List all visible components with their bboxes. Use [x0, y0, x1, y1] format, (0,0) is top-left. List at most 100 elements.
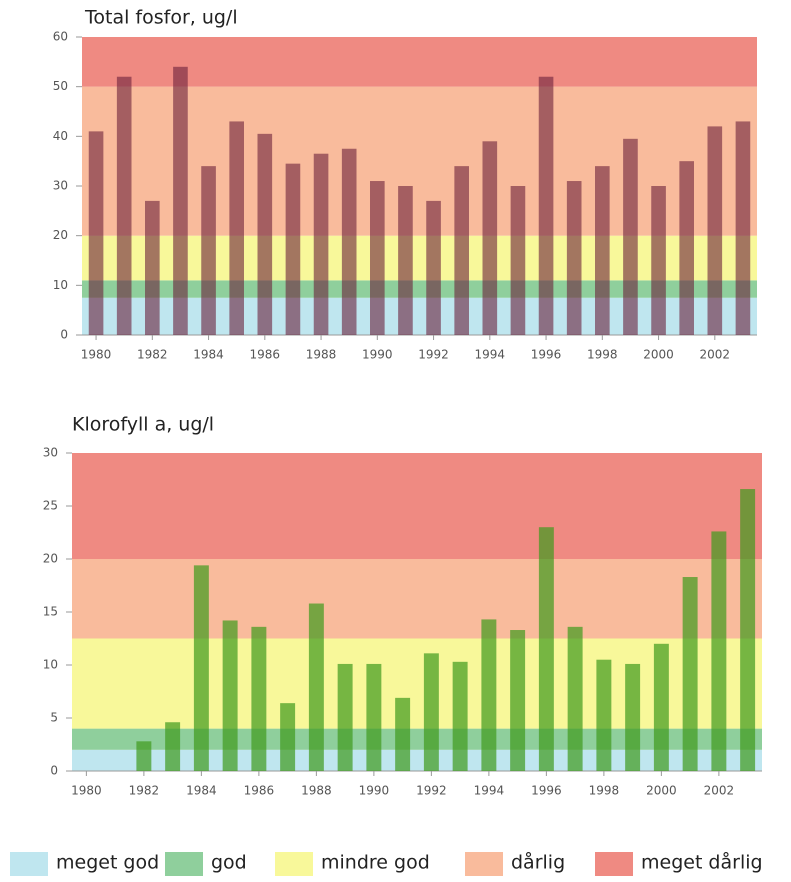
x-tick-label: 1990 [362, 348, 393, 362]
bar [707, 126, 723, 336]
bar [251, 626, 267, 771]
y-tick-label: 5 [50, 711, 58, 725]
bar [423, 653, 439, 771]
x-tick-label: 1998 [587, 348, 618, 362]
x-tick-label: 1996 [531, 784, 562, 798]
quality-band [72, 749, 762, 771]
legend-swatch [275, 852, 313, 876]
bar [398, 186, 413, 335]
x-tick-label: 1982 [137, 348, 168, 362]
legend-label: mindre god [321, 852, 430, 874]
x-tick-label: 2002 [704, 784, 735, 798]
bar [395, 697, 411, 771]
x-tick-label: 1988 [306, 348, 337, 362]
legend-swatch [465, 852, 503, 876]
y-tick-label: 40 [53, 129, 68, 143]
bar [201, 166, 216, 335]
bar [595, 166, 610, 335]
legend-label: meget god [56, 852, 159, 874]
x-tick-label: 1986 [250, 348, 281, 362]
x-tick-label: 1982 [129, 784, 160, 798]
x-tick-label: 1992 [418, 348, 449, 362]
x-tick-label: 1994 [474, 784, 505, 798]
x-tick-label: 1996 [531, 348, 562, 362]
bar [366, 663, 382, 771]
bar [538, 76, 554, 335]
bar [136, 741, 152, 771]
y-tick-label: 60 [53, 30, 68, 44]
bar [313, 153, 329, 335]
bar [88, 131, 104, 335]
x-tick-label: 1980 [81, 348, 112, 362]
bar [173, 66, 188, 336]
y-tick-label: 20 [53, 228, 68, 242]
y-tick-label: 15 [43, 605, 58, 619]
legend-label: meget dårlig [641, 851, 763, 874]
x-tick-label: 2000 [646, 784, 677, 798]
y-tick-label: 50 [53, 79, 68, 93]
bar [625, 663, 641, 771]
x-tick-label: 1986 [244, 784, 275, 798]
quality-band [82, 37, 757, 87]
y-tick-label: 10 [53, 278, 68, 292]
bar [165, 722, 181, 771]
quality-band [72, 453, 762, 559]
bar [566, 181, 582, 335]
y-tick-label: 25 [43, 499, 58, 513]
y-tick-label: 0 [50, 764, 58, 778]
bar [337, 663, 353, 771]
bar [222, 620, 238, 771]
x-tick-label: 1988 [301, 784, 332, 798]
y-tick-label: 30 [43, 446, 58, 460]
bar [308, 603, 324, 771]
x-tick-label: 1990 [359, 784, 390, 798]
bar [735, 121, 751, 335]
bar [623, 138, 638, 335]
bar [682, 577, 698, 771]
y-tick-label: 10 [43, 658, 58, 672]
x-tick-label: 1998 [589, 784, 620, 798]
quality-band [72, 728, 762, 750]
bar [653, 643, 669, 771]
bar [510, 186, 526, 335]
quality-band [82, 235, 757, 281]
bar [596, 659, 612, 771]
bar [229, 121, 244, 335]
legend-swatch [10, 852, 48, 876]
bar [481, 619, 497, 771]
bar [341, 148, 357, 335]
x-tick-label: 1992 [416, 784, 447, 798]
x-tick-label: 1984 [193, 348, 224, 362]
x-tick-label: 1994 [475, 348, 506, 362]
quality-band [72, 638, 762, 729]
legend-label: dårlig [511, 851, 565, 874]
bar [679, 161, 694, 335]
quality-band [82, 297, 757, 335]
quality-band [82, 86, 757, 236]
bar [145, 200, 160, 335]
bar [257, 133, 273, 335]
quality-band [72, 559, 762, 639]
bar [285, 163, 301, 335]
legend-label: god [211, 852, 247, 874]
y-tick-label: 0 [60, 328, 68, 342]
bar [538, 527, 554, 771]
quality-band [82, 280, 757, 298]
bar [740, 489, 756, 771]
bar [482, 141, 498, 335]
bar [370, 181, 385, 335]
chart-title: Klorofyll a, ug/l [72, 414, 214, 436]
y-tick-label: 20 [43, 552, 58, 566]
bar [567, 626, 583, 771]
x-tick-label: 1980 [71, 784, 102, 798]
legend-swatch [165, 852, 203, 876]
bar [193, 565, 209, 771]
bar [280, 703, 296, 771]
x-tick-label: 1984 [186, 784, 217, 798]
bar [426, 200, 441, 335]
bar [651, 186, 666, 335]
x-tick-label: 2002 [700, 348, 731, 362]
bar [711, 531, 727, 771]
x-tick-label: 2000 [643, 348, 674, 362]
